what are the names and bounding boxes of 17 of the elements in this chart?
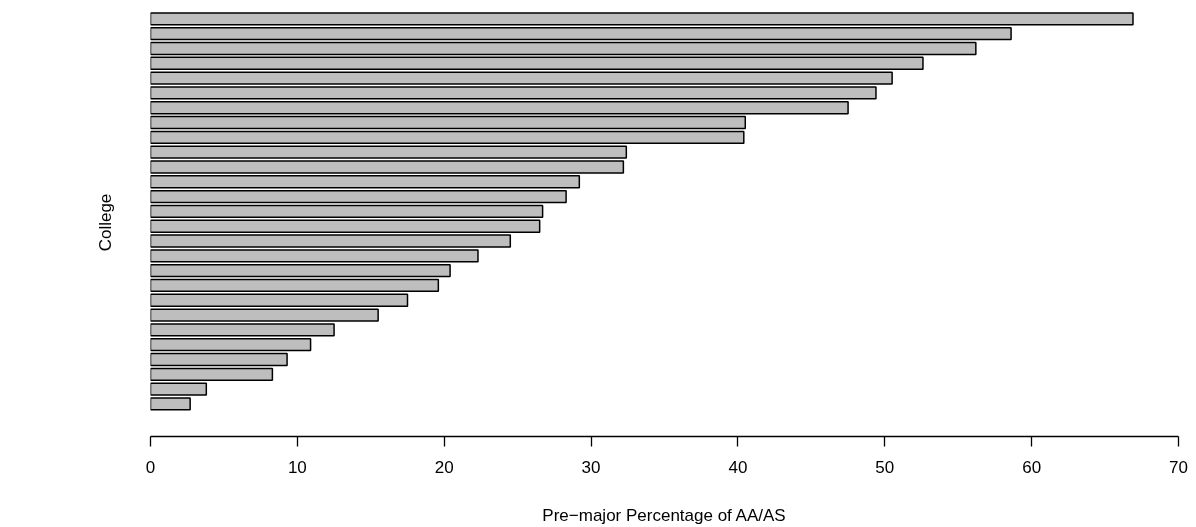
x-axis-title: Pre−major Percentage of AA/AS — [542, 505, 786, 525]
bar — [150, 41, 977, 56]
bar — [150, 352, 288, 367]
x-tick-label: 60 — [1022, 457, 1042, 477]
x-tick-label: 40 — [728, 457, 748, 477]
y-axis-title: College — [95, 193, 115, 252]
x-tick-label: 70 — [1169, 457, 1188, 477]
bar — [150, 115, 747, 130]
bar — [150, 189, 567, 204]
bar — [150, 278, 440, 293]
x-tick-label: 20 — [434, 457, 454, 477]
x-tick-label: 30 — [581, 457, 601, 477]
bar — [150, 204, 544, 219]
x-tick-label: 0 — [145, 457, 156, 477]
bar — [150, 263, 451, 278]
x-tick-label: 50 — [875, 457, 895, 477]
x-tick-label: 10 — [287, 457, 307, 477]
